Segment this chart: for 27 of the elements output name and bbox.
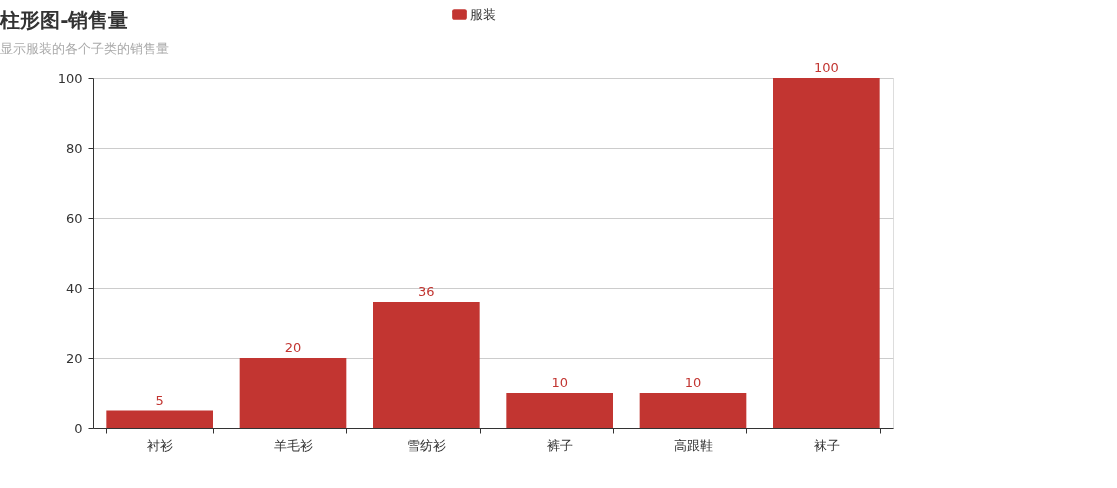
legend-label: 服装 — [470, 6, 496, 22]
chart-subtitle: 显示服装的各个子类的销售量 — [0, 41, 170, 56]
data-label: 10 — [551, 375, 568, 390]
data-label: 10 — [684, 375, 702, 390]
x-tick-label: 高跟鞋 — [674, 437, 713, 453]
bar — [373, 302, 480, 428]
y-tick-label: 60 — [65, 210, 83, 226]
data-label: 20 — [284, 340, 302, 355]
x-tick-label: 袜子 — [813, 437, 840, 453]
y-tick-label: 100 — [57, 70, 83, 86]
y-tick-label: 80 — [65, 140, 83, 156]
data-label: 36 — [418, 284, 435, 299]
x-tick-label: 羊毛衫 — [274, 437, 313, 453]
data-label: 100 — [813, 60, 839, 75]
bar — [639, 393, 747, 428]
x-tick-label: 衬衫 — [147, 437, 174, 453]
y-tick-label: 40 — [65, 280, 83, 296]
bar — [506, 393, 613, 428]
bar — [239, 358, 347, 428]
x-tick-label: 裤子 — [547, 437, 574, 453]
bar — [773, 78, 880, 428]
x-tick-label: 雪纺衫 — [407, 437, 447, 453]
chart-title: 柱形图-销售量 — [0, 8, 129, 32]
data-label: 5 — [155, 392, 164, 408]
y-tick-label: 0 — [74, 420, 83, 436]
bar — [106, 410, 213, 428]
y-tick-label: 20 — [65, 350, 83, 366]
